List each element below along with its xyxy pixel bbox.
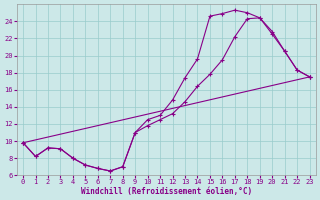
X-axis label: Windchill (Refroidissement éolien,°C): Windchill (Refroidissement éolien,°C) (81, 187, 252, 196)
